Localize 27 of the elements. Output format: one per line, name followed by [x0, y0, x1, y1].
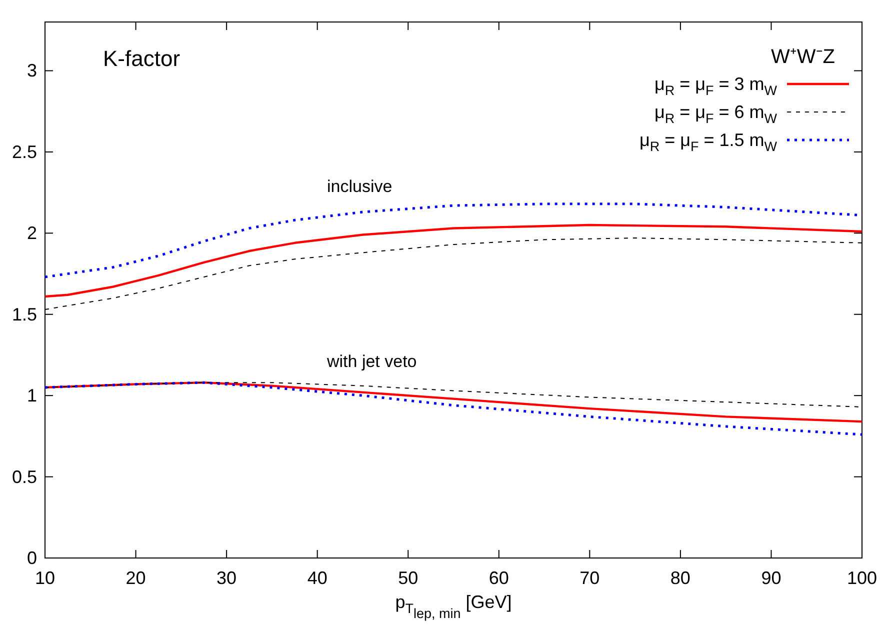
y-tick-label: 1.5 [12, 304, 37, 324]
x-tick-label: 20 [126, 568, 146, 588]
x-tick-label: 100 [846, 568, 878, 588]
x-axis-title: p$_{T}$$_{lep, min}$ [GeV] [395, 592, 512, 621]
line-series [44, 381, 864, 436]
annotation: K-factor [103, 46, 180, 71]
legend-label: μ$_{R}$ = μ$_{F}$ = 6 m$_{W}$ [654, 102, 778, 126]
annotation: inclusive [327, 177, 392, 196]
x-tick-label: 40 [307, 568, 328, 588]
x-tick-label: 10 [34, 568, 56, 588]
x-tick-label: 70 [580, 568, 600, 588]
y-tick-label: 1 [26, 386, 37, 406]
x-tick-label: 90 [761, 568, 782, 588]
x-tick-label: 30 [216, 568, 237, 588]
legend-label: μ$_{R}$ = μ$_{F}$ = 3 m$_{W}$ [654, 74, 778, 98]
y-tick-label: 2.5 [12, 142, 37, 162]
line-series [44, 224, 864, 298]
legend-label: μ$_{R}$ = μ$_{F}$ = 1.5 m$_{W}$ [639, 130, 778, 154]
x-tick-label: 60 [488, 568, 509, 588]
y-tick-label: 0.5 [12, 466, 37, 487]
y-tick-label: 0 [26, 548, 37, 568]
y-tick-label: 2 [26, 223, 37, 244]
x-tick-label: 80 [670, 568, 690, 588]
y-tick-label: 3 [26, 60, 37, 81]
legend-title: W⁺W⁻Z [771, 46, 835, 68]
annotation: with jet veto [326, 352, 417, 371]
x-tick-label: 50 [398, 568, 418, 588]
